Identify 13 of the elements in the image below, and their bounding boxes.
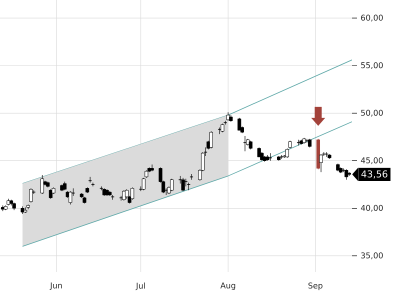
candlestick [130,187,134,200]
candlestick [319,154,323,172]
candlestick [29,188,33,203]
candlestick [257,147,261,158]
candlestick [68,190,72,205]
annotation: 43,56 [361,170,388,178]
candlestick [124,188,129,200]
candlestick [150,164,154,172]
candlestick [190,174,194,180]
candlestick [90,182,95,187]
candlestick [238,118,242,131]
candlestick [170,178,174,192]
candlestick [181,178,185,192]
